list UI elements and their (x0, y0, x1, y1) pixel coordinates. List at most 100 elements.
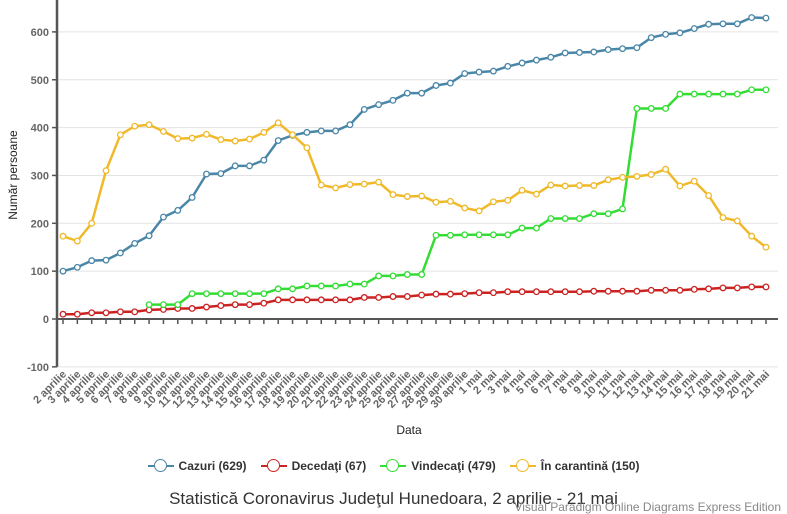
data-point[interactable] (532, 288, 540, 296)
data-point[interactable] (633, 287, 641, 295)
data-point[interactable] (561, 288, 569, 296)
data-point[interactable] (432, 231, 440, 239)
data-point[interactable] (73, 310, 81, 318)
data-point[interactable] (188, 305, 196, 312)
data-point[interactable] (231, 290, 239, 298)
data-point[interactable] (188, 290, 196, 298)
data-point[interactable] (561, 49, 569, 57)
data-point[interactable] (461, 70, 469, 77)
data-point[interactable] (346, 280, 354, 288)
data-point[interactable] (590, 287, 598, 295)
data-point[interactable] (762, 243, 770, 251)
data-point[interactable] (145, 121, 153, 129)
data-point[interactable] (332, 296, 340, 304)
data-point[interactable] (489, 67, 497, 75)
data-point[interactable] (289, 131, 297, 139)
data-point[interactable] (547, 181, 555, 189)
data-point[interactable] (590, 182, 598, 189)
data-point[interactable] (73, 237, 81, 245)
data-point[interactable] (203, 170, 210, 178)
data-point[interactable] (418, 291, 426, 299)
data-point[interactable] (360, 105, 368, 113)
data-point[interactable] (518, 288, 526, 296)
data-point[interactable] (633, 44, 641, 52)
data-point[interactable] (418, 89, 426, 97)
data-point[interactable] (131, 122, 139, 130)
data-point[interactable] (647, 105, 655, 112)
data-point[interactable] (131, 239, 139, 247)
data-point[interactable] (532, 56, 540, 64)
data-point[interactable] (619, 45, 626, 53)
data-point[interactable] (59, 267, 67, 275)
data-point[interactable] (131, 308, 139, 316)
data-point[interactable] (260, 299, 268, 307)
data-point[interactable] (475, 207, 483, 215)
data-point[interactable] (461, 290, 469, 298)
legend-item-in-carantina[interactable]: În carantină (150) (509, 459, 639, 473)
data-point[interactable] (317, 296, 325, 304)
data-point[interactable] (332, 127, 340, 135)
data-point[interactable] (217, 302, 225, 310)
data-point[interactable] (705, 192, 713, 199)
data-point[interactable] (116, 308, 124, 316)
data-point[interactable] (231, 137, 239, 145)
data-point[interactable] (662, 165, 670, 173)
data-point[interactable] (59, 232, 67, 240)
data-point[interactable] (547, 215, 555, 222)
data-point[interactable] (475, 231, 483, 239)
data-point[interactable] (274, 285, 282, 293)
data-point[interactable] (73, 263, 81, 271)
data-point[interactable] (260, 128, 268, 136)
data-point[interactable] (619, 173, 626, 181)
data-point[interactable] (375, 178, 383, 186)
data-point[interactable] (102, 167, 110, 175)
data-point[interactable] (676, 29, 684, 37)
data-point[interactable] (446, 197, 454, 205)
data-point[interactable] (762, 86, 770, 94)
data-point[interactable] (748, 283, 756, 291)
legend-item-decedati[interactable]: Decedaţi (67) (260, 459, 366, 473)
data-point[interactable] (662, 105, 670, 112)
data-point[interactable] (604, 287, 612, 295)
data-point[interactable] (690, 90, 698, 98)
data-point[interactable] (260, 156, 268, 164)
data-point[interactable] (676, 182, 684, 190)
data-point[interactable] (762, 283, 770, 291)
data-point[interactable] (59, 310, 67, 318)
data-point[interactable] (576, 49, 583, 56)
data-point[interactable] (733, 217, 741, 225)
data-point[interactable] (346, 296, 354, 304)
data-point[interactable] (719, 284, 727, 292)
data-point[interactable] (676, 286, 684, 294)
data-point[interactable] (762, 14, 770, 22)
data-point[interactable] (217, 170, 225, 177)
data-point[interactable] (647, 171, 655, 178)
data-point[interactable] (375, 272, 383, 280)
data-point[interactable] (174, 135, 182, 143)
data-point[interactable] (547, 288, 555, 296)
data-point[interactable] (317, 282, 325, 290)
data-point[interactable] (446, 290, 454, 298)
data-point[interactable] (88, 309, 96, 317)
data-point[interactable] (576, 288, 583, 296)
data-point[interactable] (174, 206, 182, 214)
data-point[interactable] (619, 205, 626, 213)
data-point[interactable] (317, 127, 325, 135)
data-point[interactable] (733, 90, 741, 98)
data-point[interactable] (159, 213, 167, 221)
data-point[interactable] (303, 296, 311, 304)
data-point[interactable] (303, 144, 311, 152)
data-point[interactable] (246, 301, 253, 309)
data-point[interactable] (733, 284, 741, 292)
data-point[interactable] (504, 231, 512, 239)
data-point[interactable] (604, 210, 612, 218)
data-point[interactable] (446, 79, 454, 87)
data-point[interactable] (432, 82, 440, 89)
data-point[interactable] (274, 137, 282, 144)
data-point[interactable] (604, 46, 612, 54)
data-point[interactable] (489, 289, 497, 297)
data-point[interactable] (389, 293, 397, 300)
data-point[interactable] (145, 232, 153, 240)
data-point[interactable] (532, 224, 540, 232)
data-point[interactable] (246, 135, 253, 143)
